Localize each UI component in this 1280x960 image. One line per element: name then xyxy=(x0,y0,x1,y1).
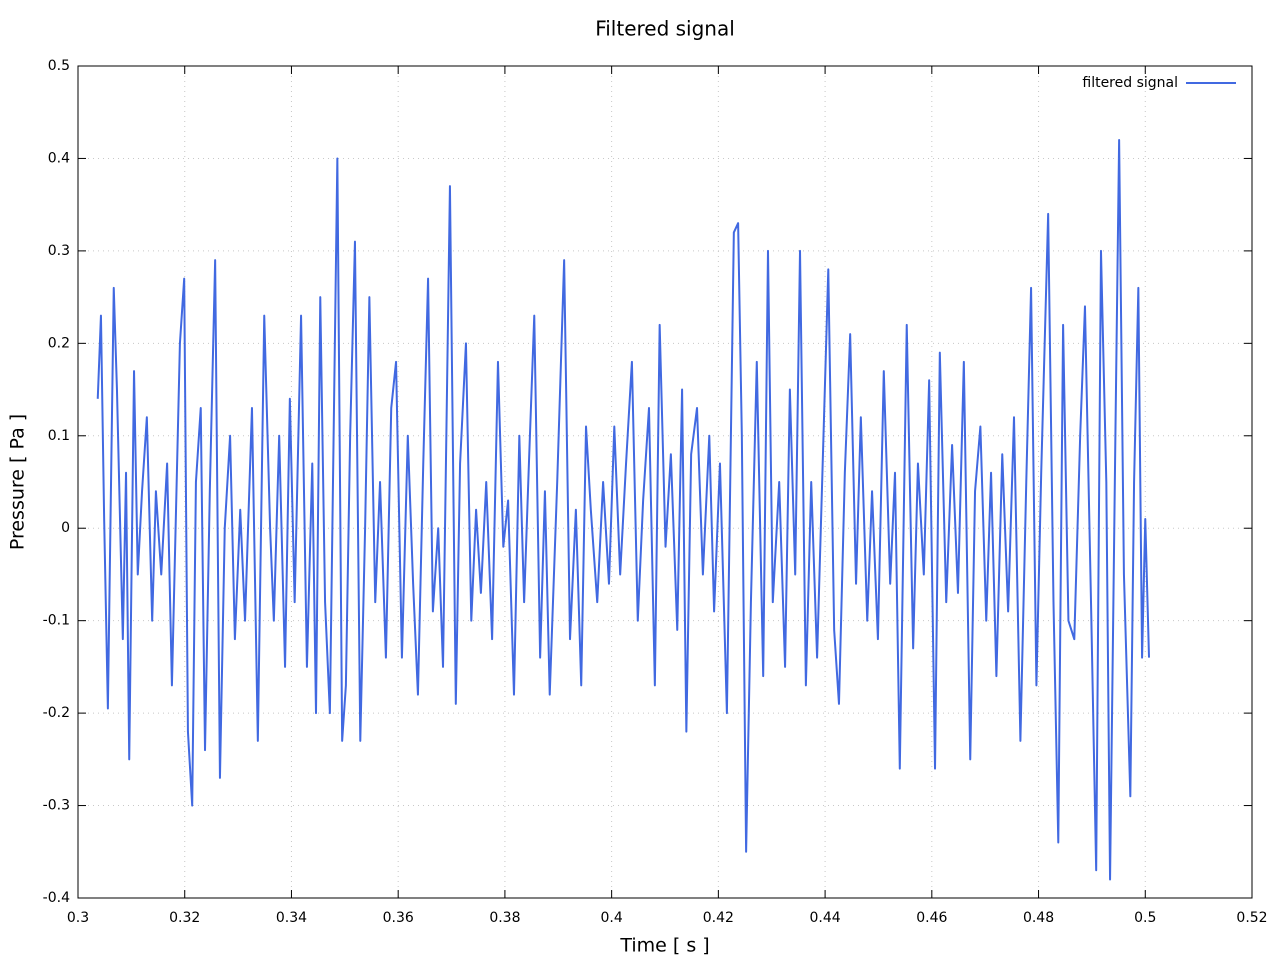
x-tick-label: 0.44 xyxy=(810,910,841,926)
y-tick-label: 0.3 xyxy=(48,243,70,259)
y-tick-label: 0.1 xyxy=(48,428,70,444)
y-tick-label: -0.2 xyxy=(43,705,70,721)
x-tick-label: 0.52 xyxy=(1236,910,1267,926)
x-axis-label: Time [ s ] xyxy=(619,935,709,957)
x-tick-label: 0.32 xyxy=(169,910,200,926)
x-tick-label: 0.42 xyxy=(703,910,734,926)
y-tick-label: -0.4 xyxy=(43,890,70,906)
y-tick-label: 0.4 xyxy=(48,150,70,166)
y-axis-label: Pressure [ Pa ] xyxy=(7,414,29,550)
chart-title: Filtered signal xyxy=(595,17,735,41)
x-tick-label: 0.5 xyxy=(1134,910,1156,926)
plot-frame xyxy=(77,65,1253,899)
x-tick-label: 0.34 xyxy=(276,910,307,926)
x-tick-label: 0.4 xyxy=(601,910,623,926)
x-tick-label: 0.38 xyxy=(489,910,520,926)
x-tick-label: 0.36 xyxy=(383,910,414,926)
y-tick-label: 0.5 xyxy=(48,58,70,74)
x-tick-label: 0.3 xyxy=(67,910,89,926)
y-tick-label: -0.1 xyxy=(43,613,70,629)
y-tick-label: 0 xyxy=(61,520,70,536)
y-tick-label: 0.2 xyxy=(48,335,70,351)
legend-label: filtered signal xyxy=(1082,75,1178,91)
x-tick-label: 0.48 xyxy=(1023,910,1054,926)
signal-line xyxy=(96,138,1151,881)
x-tick-label: 0.46 xyxy=(916,910,947,926)
y-tick-label: -0.3 xyxy=(43,798,70,814)
